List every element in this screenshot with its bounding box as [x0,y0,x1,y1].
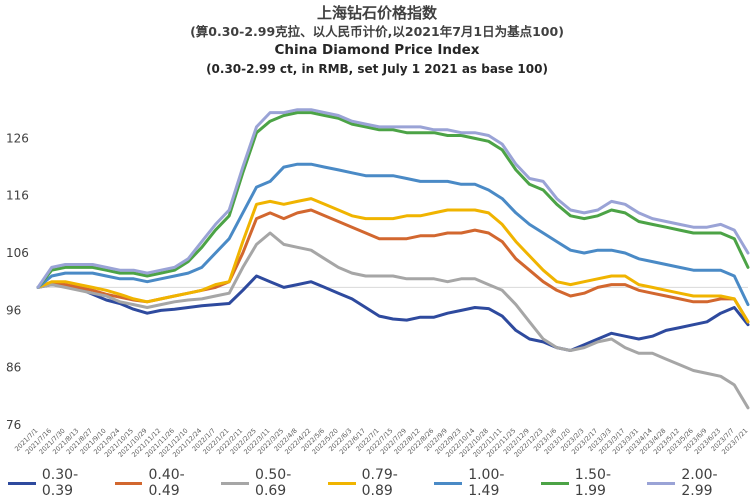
chart-title: 上海钻石价格指数 [316,4,437,22]
series-line-0.40-0.49 [36,208,750,324]
chart-legend: 0.30-0.39 0.40-0.49 0.50-0.69 0.79-0.89 1.00… [8,467,754,499]
legend-label: 0.40-0.49 [148,467,185,499]
legend-item: 1.50-1.99 [540,467,638,499]
chart-titles: 上海钻石价格指数 (算0.30-2.99克拉、以人民币计价,以2021年7月1日… [0,0,754,78]
legend-swatch [221,481,250,485]
series-line-0.30-0.39 [36,274,750,352]
y-tick-label: 116 [6,189,29,203]
chart-subtitle: (算0.30-2.99克拉、以人民币计价,以2021年7月1日为基点100) [190,24,564,39]
legend-label: 2.00-2.99 [681,467,718,499]
series-line-0.50-0.69 [36,231,750,410]
legend-label: 1.50-1.99 [574,467,612,499]
legend-swatch [327,481,356,485]
legend-item: 0.40-0.49 [114,467,212,499]
y-tick-label: 126 [6,131,29,145]
legend-swatch [434,481,463,485]
series-line-1.50-1.99 [36,111,750,289]
y-tick-label: 96 [6,303,21,317]
series-line-1.00-1.49 [36,162,750,307]
legend-swatch [647,481,676,485]
legend-label: 0.79-0.89 [361,467,398,499]
legend-swatch [114,481,143,485]
legend-label: 1.00-1.49 [468,467,505,499]
y-tick-label: 86 [6,361,21,375]
legend-swatch [540,481,569,485]
series-line-2.00-2.99 [36,108,750,289]
legend-swatch [8,481,36,485]
legend-item: 1.00-1.49 [434,467,531,499]
chart-title-en: China Diamond Price Index [274,42,480,58]
legend-label: 0.50-0.69 [255,467,292,499]
legend-label: 0.30-0.39 [41,467,79,499]
chart-subtitle-en: (0.30-2.99 ct, in RMB, set July 1 2021 a… [206,62,548,76]
legend-item: 0.50-0.69 [221,467,318,499]
y-tick-label: 106 [6,246,29,260]
y-tick-label: 76 [6,418,21,432]
legend-item: 0.30-0.39 [8,467,105,499]
legend-item: 0.79-0.89 [327,467,425,499]
series-line-0.79-0.89 [36,197,750,324]
legend-item: 2.00-2.99 [647,467,744,499]
